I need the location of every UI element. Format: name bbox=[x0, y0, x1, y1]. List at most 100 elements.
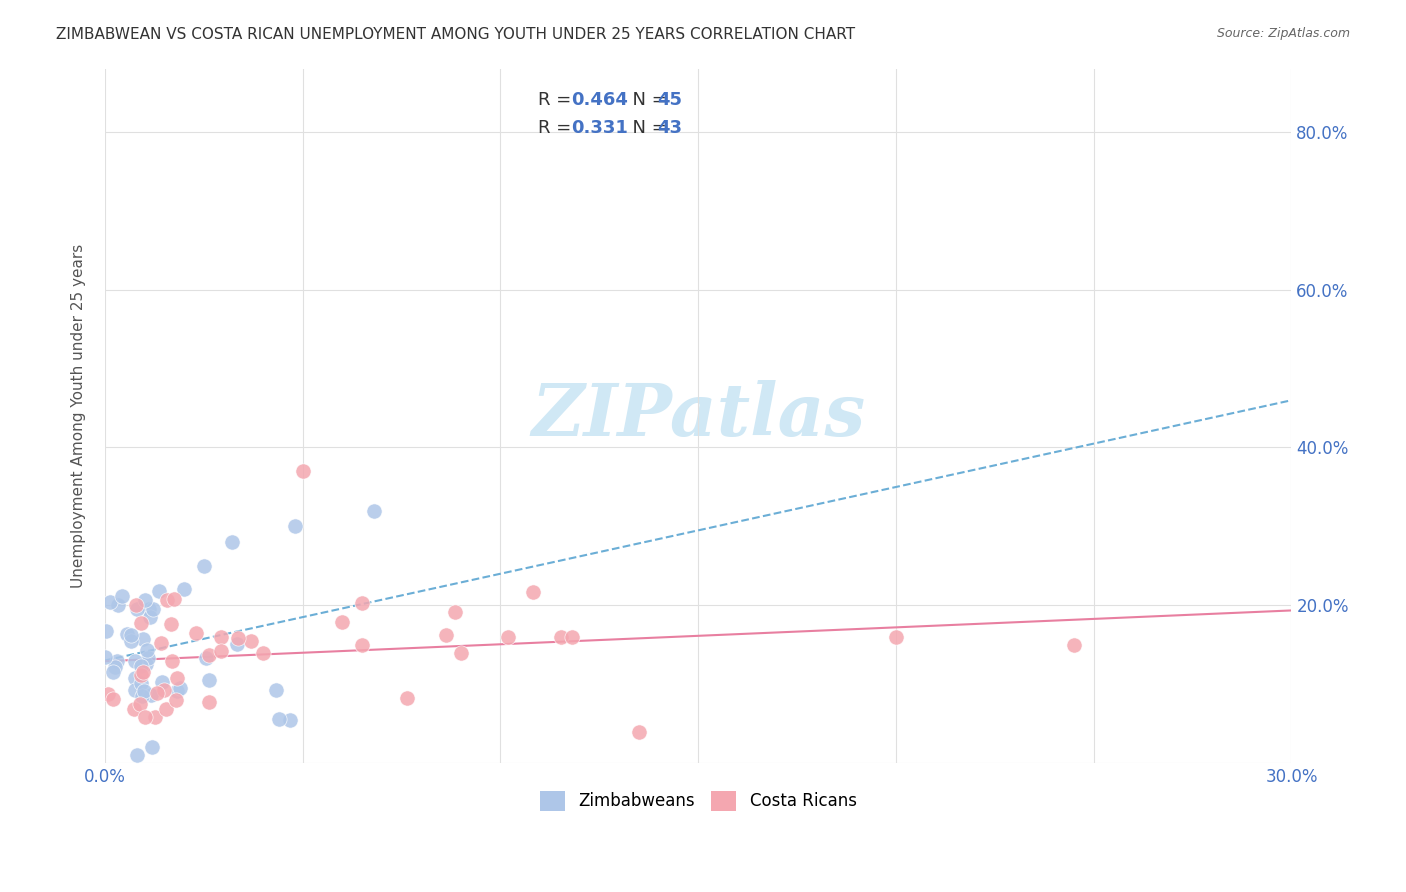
Point bbox=[330, 615, 353, 629]
Point bbox=[363, 503, 385, 517]
Point bbox=[125, 598, 148, 612]
Point bbox=[101, 692, 124, 706]
Point bbox=[129, 615, 152, 630]
Point bbox=[124, 682, 146, 697]
Point bbox=[162, 592, 184, 607]
Point bbox=[434, 628, 457, 642]
Point bbox=[107, 599, 129, 613]
Point bbox=[496, 630, 519, 644]
Point bbox=[128, 697, 150, 711]
Point bbox=[148, 583, 170, 598]
Point bbox=[120, 634, 142, 648]
Point bbox=[352, 638, 374, 652]
Point bbox=[252, 646, 274, 660]
Point bbox=[184, 626, 207, 640]
Point bbox=[198, 648, 221, 662]
Point bbox=[155, 702, 177, 716]
Point bbox=[396, 691, 419, 706]
Point bbox=[1063, 638, 1085, 652]
Point bbox=[166, 671, 188, 685]
Point bbox=[131, 676, 153, 690]
Point bbox=[169, 681, 191, 695]
Point bbox=[129, 659, 152, 673]
Text: ZIMBABWEAN VS COSTA RICAN UNEMPLOYMENT AMONG YOUTH UNDER 25 YEARS CORRELATION CH: ZIMBABWEAN VS COSTA RICAN UNEMPLOYMENT A… bbox=[56, 27, 855, 42]
Point bbox=[197, 673, 219, 687]
Text: 45: 45 bbox=[657, 91, 682, 109]
Point bbox=[124, 653, 146, 667]
Point bbox=[98, 595, 121, 609]
Point bbox=[132, 665, 155, 680]
Point bbox=[160, 654, 183, 668]
Point bbox=[139, 688, 162, 702]
Point bbox=[146, 686, 169, 700]
Point bbox=[135, 657, 157, 671]
Point bbox=[522, 585, 544, 599]
Text: N =: N = bbox=[621, 119, 672, 136]
Y-axis label: Unemployment Among Youth under 25 years: Unemployment Among Youth under 25 years bbox=[72, 244, 86, 588]
Point bbox=[150, 636, 173, 650]
Point bbox=[134, 593, 156, 607]
Text: R =: R = bbox=[538, 91, 576, 109]
Legend: Zimbabweans, Costa Ricans: Zimbabweans, Costa Ricans bbox=[526, 777, 870, 824]
Point bbox=[129, 667, 152, 681]
Point bbox=[150, 674, 173, 689]
Point bbox=[131, 689, 153, 703]
Point bbox=[194, 651, 217, 665]
Point bbox=[97, 687, 120, 701]
Point bbox=[173, 582, 195, 597]
Point bbox=[264, 682, 287, 697]
Point bbox=[136, 642, 159, 657]
Point bbox=[131, 632, 153, 647]
Point bbox=[104, 660, 127, 674]
Point bbox=[122, 702, 145, 716]
Point bbox=[444, 606, 467, 620]
Text: 43: 43 bbox=[657, 119, 682, 136]
Point bbox=[221, 535, 243, 549]
Point bbox=[105, 654, 128, 668]
Point bbox=[226, 631, 249, 645]
Point bbox=[96, 624, 118, 638]
Point bbox=[115, 627, 138, 641]
Text: Source: ZipAtlas.com: Source: ZipAtlas.com bbox=[1216, 27, 1350, 40]
Point bbox=[166, 684, 188, 698]
Point bbox=[209, 630, 232, 644]
Text: R =: R = bbox=[538, 119, 576, 136]
Point bbox=[209, 644, 232, 658]
Point bbox=[165, 692, 187, 706]
Point bbox=[561, 630, 583, 644]
Point bbox=[193, 558, 215, 573]
Point bbox=[156, 593, 179, 607]
Point bbox=[160, 616, 183, 631]
Point bbox=[352, 596, 374, 610]
Point bbox=[239, 634, 262, 648]
Point bbox=[141, 740, 163, 755]
Text: N =: N = bbox=[621, 91, 672, 109]
Point bbox=[627, 724, 650, 739]
Point bbox=[143, 710, 166, 724]
Point bbox=[267, 712, 290, 726]
Point bbox=[111, 589, 134, 603]
Point bbox=[884, 630, 907, 644]
Point bbox=[450, 646, 472, 660]
Point bbox=[125, 748, 148, 763]
Text: 0.331: 0.331 bbox=[571, 119, 628, 136]
Text: ZIPatlas: ZIPatlas bbox=[531, 380, 865, 451]
Point bbox=[198, 695, 221, 709]
Point bbox=[139, 609, 162, 624]
Text: 0.464: 0.464 bbox=[571, 91, 628, 109]
Point bbox=[138, 602, 160, 616]
Point bbox=[142, 602, 165, 616]
Point bbox=[225, 637, 247, 651]
Point bbox=[291, 464, 314, 478]
Point bbox=[103, 665, 125, 680]
Point bbox=[134, 710, 156, 724]
Point bbox=[120, 628, 142, 642]
Point bbox=[152, 683, 174, 698]
Point bbox=[550, 631, 572, 645]
Point bbox=[278, 713, 301, 727]
Point bbox=[94, 649, 117, 664]
Point bbox=[127, 601, 149, 615]
Point bbox=[132, 684, 155, 698]
Point bbox=[124, 671, 146, 685]
Point bbox=[136, 650, 159, 665]
